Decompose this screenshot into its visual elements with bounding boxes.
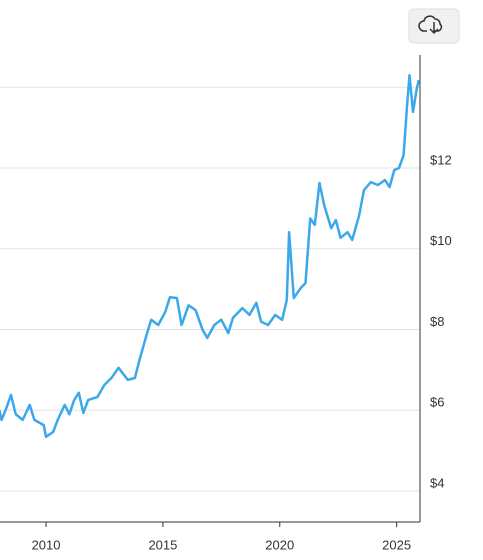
y-tick-label: $8 bbox=[430, 314, 444, 329]
download-button[interactable] bbox=[408, 8, 460, 44]
y-tick-label: $6 bbox=[430, 395, 444, 410]
y-tick-label: $10 bbox=[430, 233, 452, 248]
x-tick-label: 2010 bbox=[32, 537, 61, 552]
x-tick-label: 2025 bbox=[382, 537, 411, 552]
y-tick-label: $4 bbox=[430, 475, 444, 490]
y-tick-label: $12 bbox=[430, 152, 452, 167]
x-tick-label: 2020 bbox=[265, 537, 294, 552]
price-line bbox=[0, 73, 421, 439]
x-tick-label: 2015 bbox=[148, 537, 177, 552]
